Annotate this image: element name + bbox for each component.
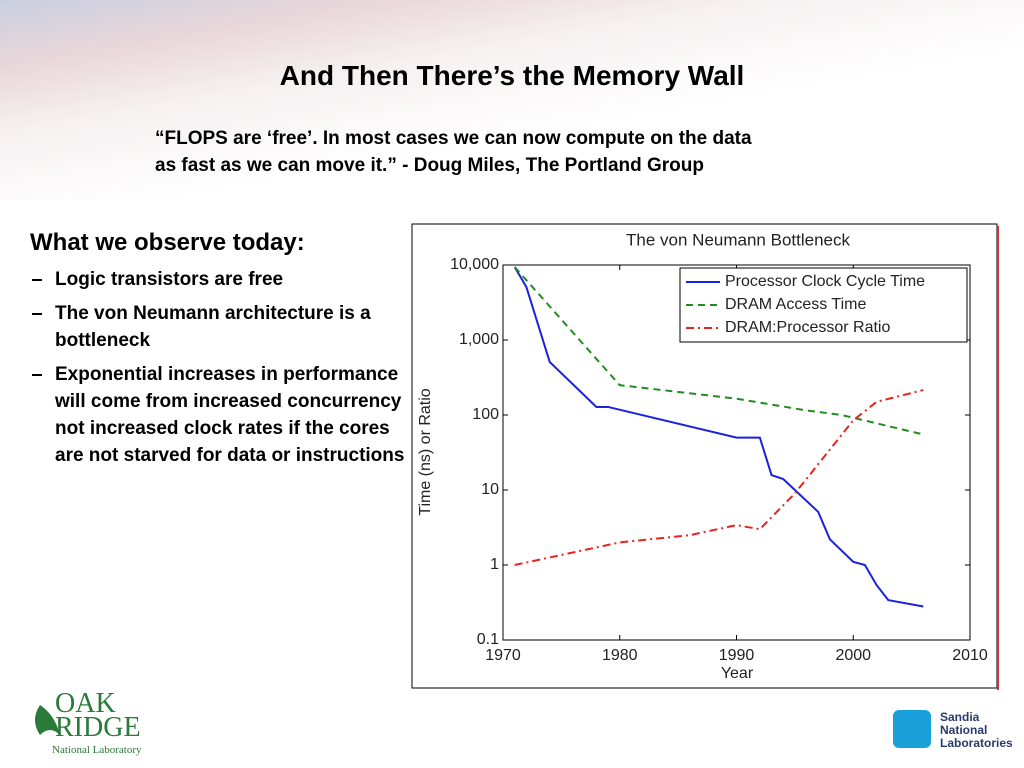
bullet-text: The von Neumann architecture is a bottle… (55, 303, 371, 351)
oak-leaf-icon (35, 705, 60, 735)
sandia-icon (893, 710, 931, 748)
quote-line: “FLOPS are ‘free’. In most cases we can … (155, 128, 752, 149)
legend-label: DRAM:Processor Ratio (725, 319, 890, 336)
x-tick-label: 1990 (719, 647, 755, 664)
legend-label: DRAM Access Time (725, 296, 866, 313)
bullet-text: Exponential increases in performance wil… (55, 364, 405, 466)
series-line (513, 266, 924, 608)
heading: What we observe today: (30, 229, 305, 256)
logo-text: RIDGE (55, 712, 141, 743)
y-tick-label: 0.1 (477, 631, 499, 648)
bullet: Exponential increases in performance wil… (30, 361, 407, 469)
x-tick-label: 1980 (602, 647, 638, 664)
flag-background (0, 0, 1024, 200)
x-tick-label: 1970 (485, 647, 521, 664)
x-tick-label: 2010 (952, 647, 988, 664)
bullet-text: Logic transistors are free (55, 269, 284, 290)
y-tick-label: 100 (472, 406, 499, 423)
slide-title: And Then There’s the Memory Wall (279, 60, 745, 91)
bullet-list: Logic transistors are free The von Neuma… (30, 266, 410, 476)
bullet-dash (32, 374, 42, 376)
bullet: Logic transistors are free (30, 266, 407, 293)
legend-box (679, 267, 968, 343)
logo-text: Laboratories (940, 736, 1013, 750)
y-tick-label: 1 (490, 556, 499, 573)
series-line (514, 389, 924, 566)
bullet: The von Neumann architecture is a bottle… (30, 300, 407, 354)
y-tick-label: 10,000 (450, 256, 499, 273)
x-axis-label: Year (721, 665, 754, 682)
logo-text: National (940, 723, 988, 737)
quote-line: as fast as we can move it.” - Doug Miles… (155, 155, 704, 176)
y-axis-label: Time (ns) or Ratio (417, 388, 434, 516)
logo-text: OAK (55, 688, 116, 719)
logo-text: National Laboratory (52, 744, 142, 756)
chart-title: The von Neumann Bottleneck (626, 230, 850, 249)
y-tick-label: 10 (481, 481, 499, 498)
logo-text: Sandia (940, 710, 980, 724)
y-tick-label: 1,000 (459, 331, 499, 348)
bullet-dash (32, 313, 42, 315)
bullet-dash (32, 279, 42, 281)
legend-label: Processor Clock Cycle Time (725, 273, 925, 290)
x-tick-label: 2000 (835, 647, 871, 664)
